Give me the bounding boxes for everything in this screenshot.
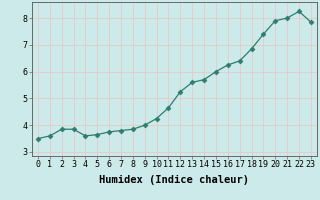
X-axis label: Humidex (Indice chaleur): Humidex (Indice chaleur): [100, 175, 249, 185]
